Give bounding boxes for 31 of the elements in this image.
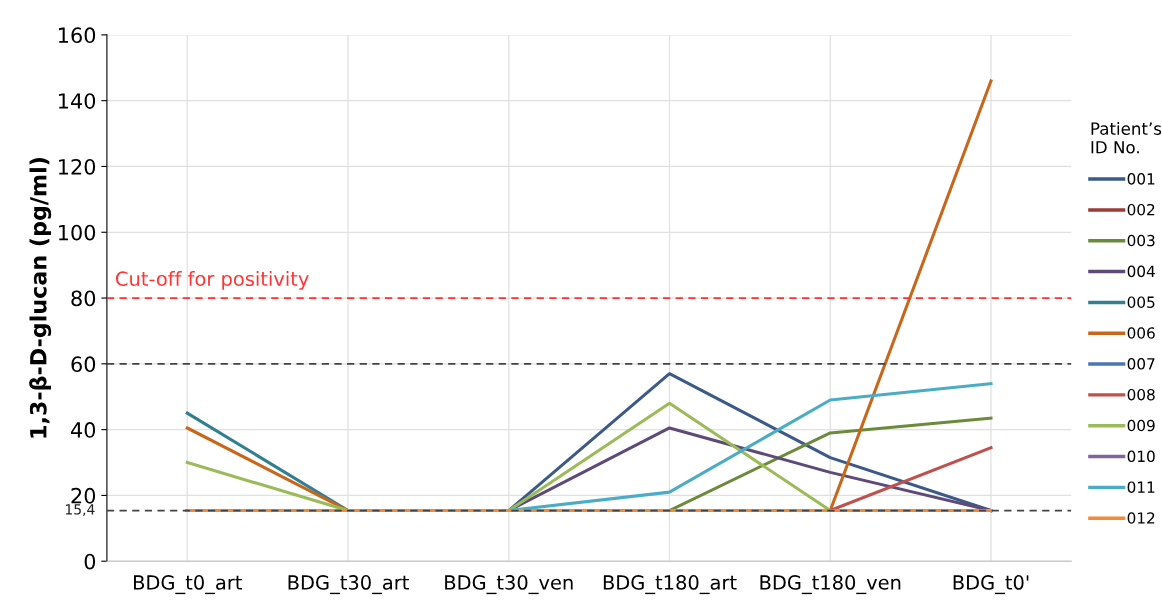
legend-label: 004 xyxy=(1127,265,1155,278)
legend-label: 007 xyxy=(1127,358,1155,370)
legend-label: 009 xyxy=(1127,419,1155,432)
y-tick-label: 60 xyxy=(71,356,96,373)
y-tick-label: 160 xyxy=(59,27,96,44)
legend-label: 011 xyxy=(1127,481,1155,493)
y-tick-label: 20 xyxy=(71,487,96,504)
legend-label: 002 xyxy=(1127,203,1155,216)
legend-label: 001 xyxy=(1127,173,1155,185)
legend-label: 012 xyxy=(1127,512,1155,524)
legend-label: 008 xyxy=(1127,388,1155,401)
y-axis-title: 1,3-β-D-glucan (pg/ml) xyxy=(29,158,52,438)
x-tick-label: BDG_t30_ven xyxy=(445,575,573,595)
ref-line-label: Cut-off for positivity xyxy=(116,271,309,290)
ref-line-label: 15,4 xyxy=(65,504,95,516)
legend-title: Patient’s ID No. xyxy=(1091,122,1162,154)
x-tick-label: BDG_t180_ven xyxy=(760,575,901,595)
x-tick-label: BDG_t180_art xyxy=(603,575,737,595)
y-tick-label: 100 xyxy=(59,224,96,241)
x-tick-label: BDG_t0_art xyxy=(134,575,242,595)
legend-label: 005 xyxy=(1127,296,1155,308)
y-tick-label: 140 xyxy=(59,93,96,109)
x-tick-label: BDG_t0' xyxy=(953,575,1029,595)
legend-label: 010 xyxy=(1127,450,1155,463)
legend-label: 003 xyxy=(1127,234,1155,247)
legend-label: 006 xyxy=(1127,327,1155,339)
y-tick-label: 0 xyxy=(84,553,96,570)
x-tick-label: BDG_t30_art xyxy=(288,575,409,595)
y-tick-label: 40 xyxy=(71,422,96,438)
y-tick-label: 120 xyxy=(59,158,96,175)
y-tick-label: 80 xyxy=(71,290,96,307)
